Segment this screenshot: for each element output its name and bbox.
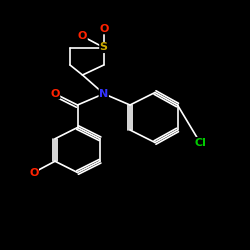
Text: S: S [100,42,108,52]
Text: O: O [99,24,108,34]
Text: O: O [50,89,60,99]
Text: O: O [29,168,38,177]
Text: N: N [99,89,108,99]
Text: Cl: Cl [194,138,206,147]
Text: O: O [78,31,87,41]
